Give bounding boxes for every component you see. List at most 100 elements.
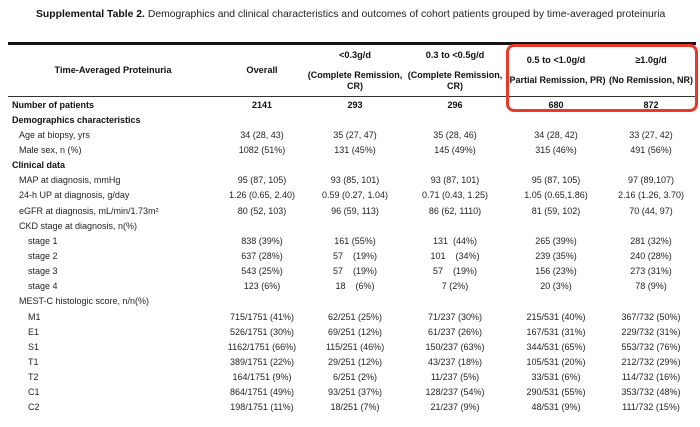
cell-value: 57 (19%) <box>332 266 378 277</box>
column-header-line1: <0.3g/d <box>339 49 371 60</box>
cell-value: 70 (44, 97) <box>629 205 673 216</box>
cell-value: 95 (87, 105) <box>531 175 581 186</box>
table-row: Male sex, n (%) 1082 (51%) 131 (45%) 145 (4… <box>8 142 696 157</box>
cell-value: 167/531 (31%) <box>526 326 586 337</box>
cell-value: 293 <box>347 99 363 110</box>
cell-value: 344/531 (65%) <box>526 341 586 352</box>
cell-value: 95 (87, 105) <box>237 175 287 186</box>
cell-value: 81 (59, 102) <box>531 205 581 216</box>
cell-value: 715/1751 (41%) <box>229 311 295 322</box>
table-row: Clinical data <box>8 158 696 173</box>
cell-value: 491 (56%) <box>630 144 672 155</box>
cell-value: 35 (27, 47) <box>333 129 377 140</box>
cell-value: 6/251 (2%) <box>332 372 378 383</box>
cell-value: 80 (52, 103) <box>237 205 287 216</box>
cell-value: 33 (27, 42) <box>629 129 673 140</box>
column-header-line2: (Partial Remission, PR) <box>506 75 606 86</box>
table-body: Number of patients 2141 293 296 680 872 Demogr… <box>8 97 696 415</box>
cell-value: 864/1751 (49%) <box>229 387 295 398</box>
row-label: MAP at diagnosis, mmHg <box>19 175 121 186</box>
cell-value: 57 (19%) <box>432 266 478 277</box>
cell-value: 78 (9%) <box>635 281 667 292</box>
cell-value: 389/1751 (22%) <box>229 356 295 367</box>
table-row: T2 164/1751 (9%) 6/251 (2%) 11/237 (5%) 33/5… <box>8 370 696 385</box>
column-header: 0.5 to <1.0g/d (Partial Remission, PR) <box>506 55 606 86</box>
cell-value: 61/237 (26%) <box>427 326 483 337</box>
cell-value: 367/732 (50%) <box>621 311 681 322</box>
data-table: Time-Averaged Proteinuria Overall <0.3g/d… <box>8 42 696 415</box>
table-row: 24-h UP at diagnosis, g/day 1.26 (0.65, 2… <box>8 188 696 203</box>
row-label: 24-h UP at diagnosis, g/day <box>19 190 130 201</box>
cell-value: 637 (28%) <box>241 250 283 261</box>
cell-value: 93 (87, 101) <box>430 175 480 186</box>
table-title-label: Supplemental Table 2. <box>36 9 145 20</box>
table-row: stage 4 123 (6%) 18 (6%) 7 (2%) 20 (3%) 78 (9… <box>8 279 696 294</box>
cell-value: 553/732 (76%) <box>621 341 681 352</box>
cell-value: 97 (89,107) <box>627 175 675 186</box>
cell-value: 526/1751 (30%) <box>229 326 295 337</box>
table-row: MEST-C histologic score, n/n(%) <box>8 294 696 309</box>
cell-value: 43/237 (18%) <box>427 356 483 367</box>
cell-value: 2.16 (1.26, 3.70) <box>617 190 685 201</box>
table-title-text: Demographics and clinical characteristic… <box>144 9 666 20</box>
cell-value: 156 (23%) <box>535 266 577 277</box>
cell-value: 1.05 (0.65,1.86) <box>524 190 588 201</box>
table-row: stage 3 543 (25%) 57 (19%) 57 (19%) 156 (23%… <box>8 264 696 279</box>
cell-value: 7 (2%) <box>441 281 469 292</box>
cell-value: 0.59 (0.27, 1.04) <box>321 190 389 201</box>
row-label: stage 3 <box>28 266 58 277</box>
cell-value: 273 (31%) <box>630 266 672 277</box>
cell-value: 18 (6%) <box>335 281 375 292</box>
row-label: MEST-C histologic score, n/n(%) <box>19 296 150 307</box>
row-label: E1 <box>28 326 40 337</box>
cell-value: 281 (32%) <box>630 235 672 246</box>
cell-value: 34 (28, 43) <box>240 129 284 140</box>
cell-value: 93/251 (37%) <box>327 387 383 398</box>
cell-value: 1.26 (0.65, 2.40) <box>228 190 296 201</box>
cell-value: 11/237 (5%) <box>430 372 480 383</box>
cell-value: 21/237 (9%) <box>430 402 480 413</box>
row-label: Age at biopsy, yrs <box>19 129 90 140</box>
row-label: Male sex, n (%) <box>19 144 82 155</box>
table-row: S1 1162/1751 (66%) 115/251 (46%) 150/237 (6… <box>8 339 696 354</box>
cell-value: 164/1751 (9%) <box>232 372 292 383</box>
cell-value: 296 <box>447 99 463 110</box>
cell-value: 105/531 (20%) <box>526 356 586 367</box>
table-row: T1 389/1751 (22%) 29/251 (12%) 43/237 (18%)… <box>8 354 696 369</box>
table-row: Demographics characteristics <box>8 112 696 127</box>
table-title: Supplemental Table 2. Demographics and c… <box>36 8 694 22</box>
cell-value: 62/251 (25%) <box>327 311 383 322</box>
cell-value: 48/531 (9%) <box>531 402 581 413</box>
cell-value: 57 (19%) <box>332 250 378 261</box>
cell-value: 1162/1751 (66%) <box>227 341 297 352</box>
cell-value: 69/251 (12%) <box>327 326 383 337</box>
table-row: eGFR at diagnosis, mL/min/1.73m² 80 (52, … <box>8 203 696 218</box>
cell-value: 115/251 (46%) <box>325 341 385 352</box>
row-label: CKD stage at diagnosis, n(%) <box>19 220 138 231</box>
cell-value: 128/237 (54%) <box>425 387 485 398</box>
cell-value: 198/1751 (11%) <box>230 402 294 413</box>
row-label: M1 <box>28 311 41 322</box>
cell-value: 212/732 (29%) <box>621 356 681 367</box>
row-label: T1 <box>28 356 39 367</box>
cell-value: 131 (44%) <box>432 235 478 246</box>
cell-value: 33/531 (6%) <box>531 372 581 383</box>
cell-value: 18/251 (7%) <box>330 402 380 413</box>
row-label: Number of patients <box>12 99 95 110</box>
table-row: M1 715/1751 (41%) 62/251 (25%) 71/237 (30%)… <box>8 309 696 324</box>
cell-value: 20 (3%) <box>540 281 572 292</box>
cell-value: 2141 <box>251 99 273 110</box>
row-label: C1 <box>28 387 40 398</box>
column-header-line2: (Complete Remission, CR) <box>307 69 403 91</box>
table-row: MAP at diagnosis, mmHg 95 (87, 105) 93 (85… <box>8 173 696 188</box>
cell-value: 229/732 (31%) <box>621 326 681 337</box>
cell-value: 838 (39%) <box>241 235 283 246</box>
cell-value: 0.71 (0.43, 1.25) <box>421 190 489 201</box>
table-row: stage 1 838 (39%) 161 (55%) 131 (44%) 265 (3… <box>8 233 696 248</box>
cell-value: 93 (85, 101) <box>330 175 380 186</box>
cell-value: 353/732 (48%) <box>621 387 681 398</box>
cell-value: 123 (6%) <box>243 281 281 292</box>
row-label: S1 <box>28 341 40 352</box>
row-label: stage 1 <box>28 235 58 246</box>
